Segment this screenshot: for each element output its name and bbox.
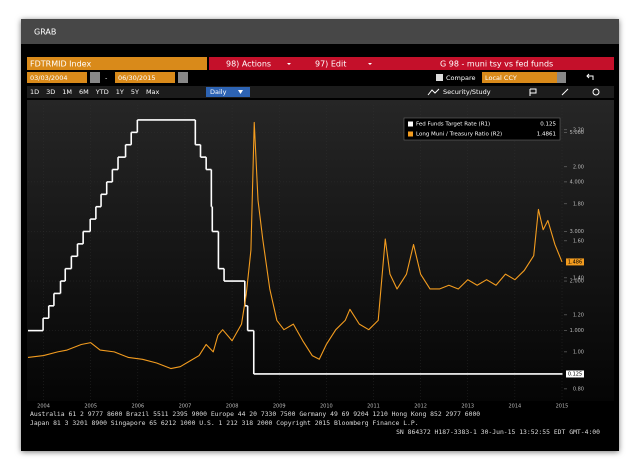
end-date-field[interactable] [115, 72, 175, 83]
currency-field[interactable] [482, 72, 557, 83]
legend-swatch [408, 121, 413, 127]
last-value-tag [566, 370, 584, 378]
page-title: G 98 - muni tsy vs fed funds [440, 60, 553, 69]
period-button[interactable]: 3D [46, 88, 55, 96]
y-tick-label: 1.00 [573, 349, 584, 355]
y-tick-label: 1.40 [573, 275, 584, 281]
footer-line: SN 864372 H187-3383-1 30-Jun-15 13:52:55… [396, 428, 600, 436]
period-bar [27, 86, 614, 98]
legend [403, 117, 561, 141]
x-tick-label: 2007 [179, 404, 192, 410]
x-tick-label: 2012 [414, 404, 427, 410]
period-button[interactable]: 1Y [116, 88, 124, 96]
y-tick-label: 0.80 [573, 386, 584, 392]
x-tick-label: 2015 [556, 404, 569, 410]
settings-icon[interactable] [592, 88, 600, 96]
start-date-field[interactable] [27, 72, 87, 83]
legend-value: 0.125 [540, 122, 556, 128]
x-tick-label: 2014 [509, 404, 522, 410]
x-tick-label: 2008 [226, 404, 239, 410]
security: FDTRMID Index [30, 60, 91, 69]
currency-dropdown[interactable] [557, 72, 566, 83]
y-tick-label: 3.000 [570, 229, 584, 235]
title-bar [21, 19, 619, 44]
x-tick-label: 2011 [367, 404, 380, 410]
back-icon[interactable] [586, 73, 594, 80]
y-tick-label: 2.000 [570, 279, 584, 285]
legend-label: Fed Funds Target Rate (R1) [416, 122, 490, 128]
window-title: GRAB [34, 28, 56, 37]
y-tick-label: 1.60 [573, 238, 584, 244]
series-line [27, 121, 563, 370]
period-button[interactable]: 5Y [131, 88, 139, 96]
study-button[interactable]: Security/Study [443, 88, 491, 96]
currency: Local CCY [485, 74, 517, 82]
x-tick-label: 2005 [84, 404, 97, 410]
frequency-button[interactable] [206, 87, 250, 97]
y-tick-label: 4.000 [570, 179, 584, 185]
flag-icon[interactable] [529, 88, 537, 96]
x-tick-label: 2010 [320, 404, 333, 410]
footer-line: Australia 61 2 9777 8600 Brazil 5511 239… [30, 410, 480, 418]
period-button[interactable]: Max [146, 88, 160, 96]
period-button[interactable]: 1D [30, 88, 39, 96]
last-value-tag [566, 258, 584, 266]
frequency: Daily [210, 88, 227, 96]
calendar-button[interactable] [178, 72, 188, 83]
calendar-button[interactable] [90, 72, 100, 83]
y-tick-label: 1.80 [573, 201, 584, 207]
last-value-label: 1.486 [568, 259, 582, 265]
x-tick-label: 2004 [37, 404, 50, 410]
edit-menu[interactable]: 97) Edit [315, 60, 346, 69]
last-value-label: 0.125 [568, 371, 582, 377]
y-tick-label: 2.00 [573, 164, 584, 170]
x-tick-label: 2009 [273, 404, 286, 410]
start-date: 03/03/2004 [30, 74, 67, 82]
date-separator: - [105, 74, 108, 82]
y-tick-label: 5.000 [570, 130, 584, 136]
y-tick-label: 1.000 [570, 328, 584, 334]
x-tick-label: 2006 [131, 404, 144, 410]
compare-label: Compare [446, 74, 476, 82]
actions-menu[interactable]: 98) Actions [226, 60, 271, 69]
period-button[interactable]: 6M [79, 88, 89, 96]
legend-value: 1.4861 [537, 132, 556, 138]
legend-label: Long Muni / Treasury Ratio (R2) [416, 132, 502, 138]
y-tick-label: 2.20 [573, 127, 584, 133]
footer-line: Japan 81 3 3201 8900 Singapore 65 6212 1… [30, 419, 419, 427]
period-button[interactable]: 1M [62, 88, 72, 96]
security-field[interactable] [27, 57, 207, 70]
y-tick-label: 1.20 [573, 312, 584, 318]
period-button[interactable]: YTD [95, 88, 109, 96]
draw-icon[interactable] [561, 88, 569, 96]
legend-swatch [408, 131, 413, 137]
menu-bar [209, 57, 614, 70]
end-date: 06/30/2015 [118, 74, 155, 82]
x-tick-label: 2013 [461, 404, 474, 410]
compare-checkbox[interactable] [436, 74, 443, 81]
